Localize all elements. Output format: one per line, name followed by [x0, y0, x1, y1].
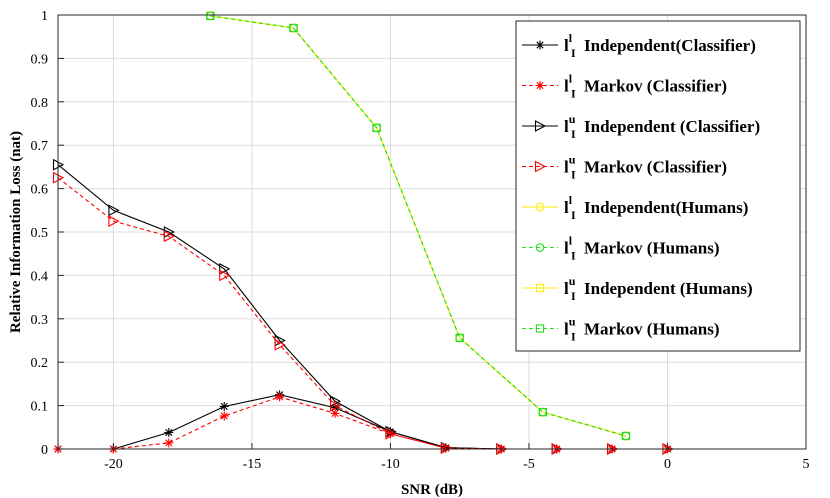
y-tick-label: 0.9: [31, 52, 49, 67]
x-tick-label: -20: [104, 457, 123, 472]
x-tick-label: -5: [523, 457, 535, 472]
data-point: [385, 427, 397, 440]
data-point: [219, 262, 231, 275]
data-point: [289, 23, 298, 33]
data-point: [108, 204, 120, 217]
ticks: -20 -15 -10 -5 0 5 0 0.1 0.2 0.3 0.4 0.5 0.6 0.7 0.8 0.…: [31, 9, 810, 472]
x-tick-label: -15: [243, 457, 262, 472]
data-point: [535, 243, 545, 252]
data-point: [219, 401, 229, 411]
x-axis-label: SNR (dB): [401, 482, 463, 498]
data-point: [534, 120, 547, 132]
legend-label: lu I Markov (Classifier): [564, 153, 727, 182]
y-tick-label: 0: [41, 443, 48, 458]
legend-label: lu I Markov (Humans): [564, 315, 720, 344]
y-tick-label: 0.6: [31, 183, 49, 198]
data-point: [535, 40, 545, 50]
legend-entry: lu I Markov (Classifier): [522, 153, 727, 182]
y-tick-label: 0.8: [31, 96, 49, 111]
data-point: [621, 431, 631, 441]
data-point: [274, 338, 286, 351]
y-tick-label: 0.5: [31, 226, 49, 241]
data-point: [535, 283, 545, 293]
legend-label: ll I Markov (Classifier): [564, 72, 727, 101]
y-axis-label: Relative Information Loss (nat): [8, 131, 24, 333]
series-8: [206, 11, 631, 441]
y-tick-label: 0.7: [31, 139, 49, 154]
data-point: [538, 407, 547, 417]
legend-label: ll I Markov (Humans): [564, 234, 720, 263]
legend-label: lu I Independent (Classifier): [564, 112, 760, 141]
data-point: [164, 428, 174, 438]
legend-entry: lu I Markov (Humans): [522, 315, 720, 344]
x-tick-label: 0: [664, 457, 671, 472]
data-point: [455, 333, 464, 343]
data-point: [330, 408, 340, 418]
x-tick-label: -10: [381, 457, 400, 472]
legend-box: [515, 20, 801, 352]
legend-label: ll I Independent(Humans): [564, 193, 748, 222]
data-point: [219, 269, 231, 282]
data-point: [275, 392, 285, 402]
data-point: [535, 324, 545, 333]
legend-entry: ll I Independent(Classifier): [522, 31, 756, 60]
x-tick-label: 5: [803, 457, 810, 472]
data-point: [108, 215, 120, 228]
data-point: [163, 230, 175, 243]
y-tick-label: 0.4: [31, 269, 49, 284]
y-tick-label: 0.1: [31, 400, 49, 415]
data-point: [329, 399, 342, 412]
data-point: [372, 123, 381, 132]
y-tick-label: 1: [41, 9, 48, 24]
legend-label: ll I Independent(Classifier): [564, 31, 756, 60]
legend-entry: ll I Markov (Classifier): [522, 72, 727, 101]
legend-label: lu I Independent (Humans): [564, 274, 753, 303]
legend-entry: lu I Independent (Classifier): [522, 112, 760, 141]
data-point: [534, 160, 547, 173]
data-point: [535, 81, 545, 90]
data-point: [164, 438, 174, 448]
data-point: [440, 442, 453, 455]
legend: ll I Independent(Classifier) ll I Markov (Cla…: [515, 20, 801, 352]
legend-entry: lu I Independent (Humans): [522, 274, 753, 303]
legend-entry: ll I Independent(Humans): [522, 193, 748, 222]
data-point: [535, 202, 545, 212]
data-point: [219, 411, 229, 421]
legend-entry: ll I Markov (Humans): [522, 234, 720, 263]
y-tick-label: 0.2: [31, 356, 49, 371]
series-line: [210, 15, 627, 437]
data-point: [206, 11, 215, 21]
y-tick-label: 0.3: [31, 313, 49, 328]
